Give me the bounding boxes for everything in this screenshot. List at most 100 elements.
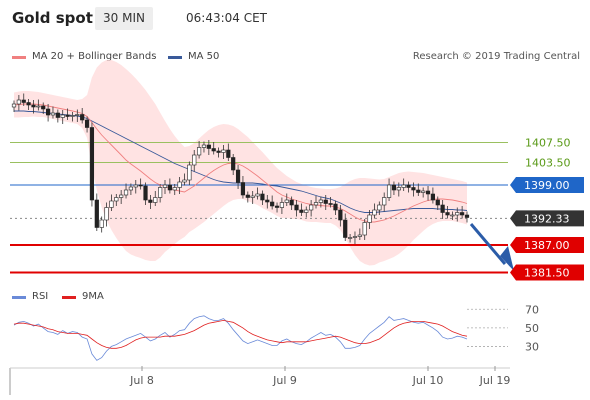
level-tag-support [510, 237, 584, 253]
x-tick-label: Jul 9 [272, 374, 297, 387]
candle-body [377, 204, 382, 211]
candle-body [450, 214, 455, 217]
candle-body [425, 190, 431, 195]
ma20-line [13, 103, 468, 223]
candle-body [192, 154, 197, 166]
candle-body [260, 193, 265, 201]
candle-body [89, 127, 95, 201]
candle-body [328, 203, 333, 205]
x-tick-label: Jul 10 [412, 374, 444, 387]
candle-body [80, 114, 85, 121]
rsi-ma-swatch [62, 296, 76, 299]
level-tag-last-price [510, 210, 584, 227]
level-tag-support [510, 264, 584, 281]
candle-body [109, 200, 114, 208]
candle-body [128, 186, 134, 191]
candle-body [416, 189, 421, 193]
rsi-legend: RSI 9MA [0, 290, 300, 304]
candle-body [284, 199, 289, 203]
candle-body [55, 112, 60, 118]
candle-body [289, 199, 294, 206]
candle-body [240, 182, 246, 196]
candle-body [270, 201, 275, 207]
candle-body [31, 104, 36, 108]
candle-body [435, 199, 440, 206]
candle-body [279, 202, 285, 208]
timeframe-badge[interactable]: 30 MIN [95, 7, 153, 30]
x-tick-label: Jul 8 [129, 374, 154, 387]
level-label-resistance: 1403.50 [525, 157, 571, 170]
candle-body [274, 205, 280, 208]
candle-body [187, 164, 192, 181]
x-tick-label: Jul 19 [479, 374, 511, 387]
candle-body [318, 199, 323, 203]
candle-body [196, 147, 202, 156]
candle-body [367, 214, 372, 223]
candle-body [36, 105, 41, 108]
level-label-pivot: 1399.00 [524, 179, 570, 192]
ma50-label: MA 50 [188, 51, 220, 62]
legend-rsi: RSI [12, 290, 62, 304]
candle-body [70, 115, 75, 117]
candle-body [216, 150, 221, 153]
level-label-last-price: 1392.33 [524, 212, 570, 225]
candle-body [41, 105, 46, 110]
candle-body [11, 103, 17, 108]
research-credit: Research © 2019 Trading Central [412, 51, 580, 62]
candle-body [26, 102, 31, 106]
candle-body [114, 197, 119, 202]
candle-body [153, 197, 158, 203]
candle-body [133, 184, 138, 188]
candle-body [313, 202, 319, 206]
rsi-label: RSI [32, 291, 49, 302]
rsi-ma-line [13, 319, 468, 349]
legend-ma50: MA 50 [168, 50, 238, 64]
candle-body [255, 193, 260, 197]
candle-body [391, 184, 397, 191]
forecast-arrow-head [500, 246, 514, 271]
candle-body [406, 184, 411, 188]
candle-body [245, 194, 250, 198]
candle-body [299, 209, 304, 213]
forecast-arrow-shaft [469, 223, 507, 265]
candle-body [221, 149, 226, 153]
candle-body [167, 184, 172, 191]
level-label-resistance: 1407.50 [525, 137, 571, 150]
candle-body [16, 99, 21, 105]
candle-body [455, 212, 460, 216]
candle-body [201, 144, 207, 148]
candle-body [362, 222, 367, 236]
candle-body [333, 203, 338, 211]
candle-body [401, 184, 406, 188]
level-label-support: 1381.50 [524, 267, 570, 280]
candle-body [386, 184, 392, 198]
candle-body [338, 209, 343, 221]
candle-body [460, 212, 465, 216]
candle-body [94, 199, 99, 228]
candle-body [75, 114, 80, 116]
candle-body [226, 149, 231, 158]
candle-body [60, 114, 65, 118]
candle-body [123, 189, 129, 196]
rsi-tick-label: 30 [525, 340, 539, 353]
candle-body [347, 237, 353, 239]
timestamp-label: 06:43:04 CET [186, 11, 267, 25]
candle-body [309, 204, 314, 211]
candle-body [50, 112, 56, 116]
chart-header: Gold spot 30 MIN 06:43:04 CET [0, 0, 590, 36]
candle-body [235, 169, 241, 183]
candle-body [182, 179, 187, 183]
rsi-tick-label: 50 [525, 322, 539, 335]
candle-body [382, 197, 387, 206]
ma20-swatch [12, 56, 26, 59]
candle-body [396, 187, 401, 191]
candle-body [104, 207, 109, 221]
legend-9ma: 9MA [62, 290, 122, 304]
candle-body [343, 219, 348, 238]
candle-body [445, 212, 450, 216]
candle-body [411, 187, 416, 191]
rsi-line [13, 315, 468, 361]
candle-body [172, 187, 177, 191]
candle-body [372, 209, 377, 216]
